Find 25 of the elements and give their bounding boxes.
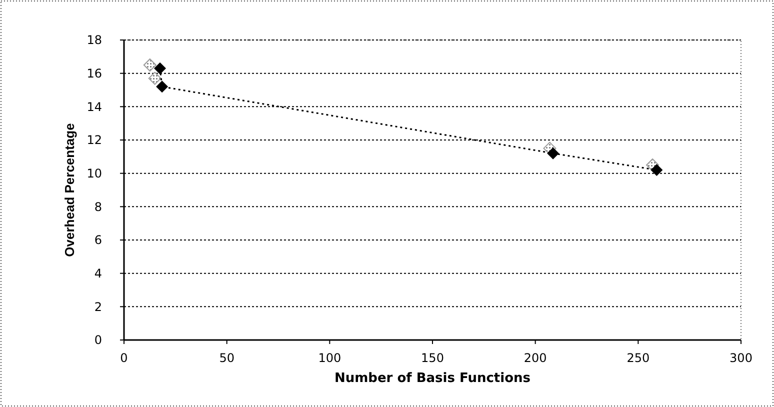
- y-tick-label: 12: [86, 133, 102, 148]
- y-tick-label: 16: [86, 66, 102, 81]
- x-tick-label: 150: [421, 351, 444, 365]
- y-tick-label: 10: [86, 166, 102, 181]
- x-tick-label: 100: [318, 351, 342, 365]
- point: [156, 80, 168, 93]
- x-tick-label: 250: [626, 351, 650, 365]
- y-tick-label: 6: [94, 233, 102, 248]
- y-tick-label: 4: [94, 266, 102, 281]
- point: [154, 62, 166, 74]
- x-tick-label: 300: [730, 351, 752, 365]
- x-axis-title: Number of Basis Functions: [334, 371, 531, 386]
- y-tick-label: 18: [86, 33, 102, 48]
- point: [143, 58, 156, 72]
- y-tick-label: 0: [94, 333, 102, 348]
- x-tick-label: 50: [219, 351, 234, 365]
- y-tick-label: 2: [94, 300, 102, 314]
- point: [547, 147, 560, 160]
- y-axis-title: Overhead Percentage: [62, 123, 77, 257]
- point: [148, 72, 162, 85]
- y-tick-label: 8: [94, 200, 102, 214]
- x-tick-label: 200: [524, 351, 547, 365]
- y-tick-label: 14: [86, 100, 102, 114]
- x-tick-label: 0: [120, 351, 128, 365]
- point: [650, 164, 663, 176]
